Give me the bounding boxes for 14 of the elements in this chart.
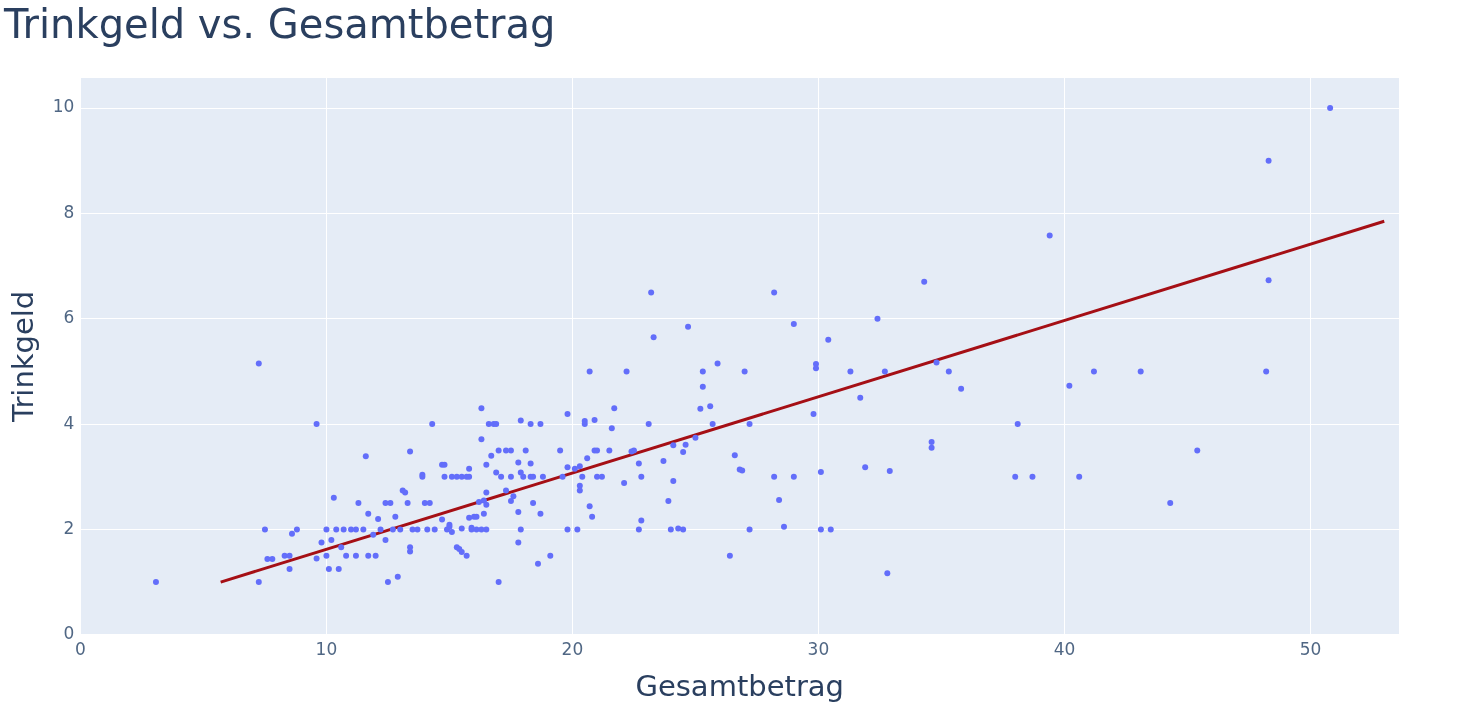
y-tick-label: 2 [63, 517, 75, 538]
y-tick-label: 10 [52, 96, 75, 117]
x-axis-title: Gesamtbetrag [635, 669, 844, 704]
y-tick-label: 8 [63, 201, 75, 222]
x-tick-label: 10 [315, 639, 338, 660]
y-tick-label: 6 [63, 307, 75, 328]
chart-title: Trinkgeld vs. Gesamtbetrag [3, 1, 556, 48]
y-tick-label: 0 [63, 623, 75, 644]
y-tick-label: 4 [63, 412, 75, 433]
x-tick-label: 50 [1299, 639, 1322, 660]
y-axis-title: Trinkgeld [5, 290, 40, 424]
x-tick-label: 20 [561, 639, 584, 660]
x-tick-label: 30 [807, 639, 830, 660]
x-tick-label: 40 [1053, 639, 1076, 660]
